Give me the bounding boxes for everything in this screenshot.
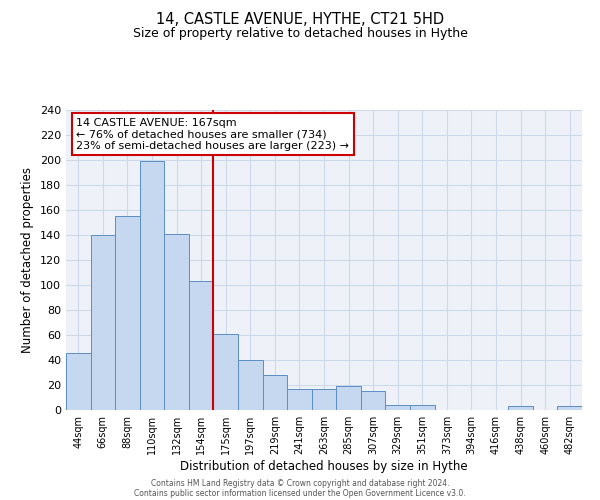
Bar [66, 352, 91, 410]
Bar [410, 405, 434, 410]
Bar [189, 281, 214, 410]
Bar [336, 386, 361, 410]
Text: 14 CASTLE AVENUE: 167sqm
← 76% of detached houses are smaller (734)
23% of semi-: 14 CASTLE AVENUE: 167sqm ← 76% of detach… [76, 118, 349, 150]
Bar [361, 391, 385, 410]
Bar [91, 235, 115, 410]
Bar [508, 406, 533, 410]
Bar [238, 360, 263, 410]
Text: Contains public sector information licensed under the Open Government Licence v3: Contains public sector information licen… [134, 488, 466, 498]
Bar [263, 375, 287, 410]
Y-axis label: Number of detached properties: Number of detached properties [22, 167, 34, 353]
Text: Size of property relative to detached houses in Hythe: Size of property relative to detached ho… [133, 28, 467, 40]
X-axis label: Distribution of detached houses by size in Hythe: Distribution of detached houses by size … [180, 460, 468, 473]
Text: Contains HM Land Registry data © Crown copyright and database right 2024.: Contains HM Land Registry data © Crown c… [151, 478, 449, 488]
Bar [140, 161, 164, 410]
Bar [385, 405, 410, 410]
Bar [115, 216, 140, 410]
Bar [214, 334, 238, 410]
Text: 14, CASTLE AVENUE, HYTHE, CT21 5HD: 14, CASTLE AVENUE, HYTHE, CT21 5HD [156, 12, 444, 28]
Bar [287, 389, 312, 410]
Bar [312, 389, 336, 410]
Bar [164, 234, 189, 410]
Bar [557, 406, 582, 410]
